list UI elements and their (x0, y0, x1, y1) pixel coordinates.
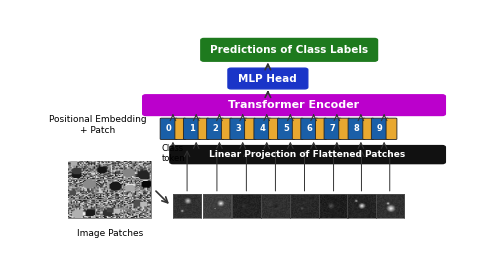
Text: Linear Projection of Flattened Patches: Linear Projection of Flattened Patches (210, 150, 406, 159)
FancyBboxPatch shape (124, 200, 150, 218)
FancyBboxPatch shape (96, 200, 122, 218)
FancyBboxPatch shape (301, 118, 318, 139)
FancyBboxPatch shape (254, 118, 271, 139)
FancyBboxPatch shape (160, 118, 177, 139)
FancyBboxPatch shape (206, 118, 224, 139)
Text: 1: 1 (189, 124, 195, 133)
FancyBboxPatch shape (96, 161, 122, 179)
Text: Image Patches: Image Patches (77, 228, 144, 238)
Text: 3: 3 (236, 124, 242, 133)
Text: 6: 6 (306, 124, 312, 133)
Text: 9: 9 (377, 124, 382, 133)
FancyBboxPatch shape (175, 118, 186, 139)
FancyBboxPatch shape (124, 161, 150, 179)
FancyBboxPatch shape (348, 118, 365, 139)
FancyBboxPatch shape (278, 118, 294, 139)
FancyBboxPatch shape (316, 118, 326, 139)
FancyBboxPatch shape (68, 180, 95, 199)
FancyBboxPatch shape (68, 200, 95, 218)
FancyBboxPatch shape (230, 118, 247, 139)
FancyBboxPatch shape (339, 118, 349, 139)
Text: 5: 5 (283, 124, 289, 133)
FancyBboxPatch shape (124, 180, 150, 199)
FancyBboxPatch shape (244, 118, 256, 139)
FancyBboxPatch shape (170, 146, 445, 164)
Text: Transformer Encoder: Transformer Encoder (228, 100, 360, 110)
Text: 2: 2 (212, 124, 218, 133)
FancyBboxPatch shape (324, 118, 341, 139)
Text: 7: 7 (330, 124, 336, 133)
Text: Class
token: Class token (162, 144, 185, 164)
Text: 8: 8 (354, 124, 360, 133)
FancyBboxPatch shape (363, 118, 374, 139)
FancyBboxPatch shape (372, 118, 388, 139)
FancyBboxPatch shape (386, 118, 397, 139)
Text: MLP Head: MLP Head (238, 73, 297, 84)
Text: Positional Embedding
+ Patch: Positional Embedding + Patch (48, 115, 146, 135)
FancyBboxPatch shape (201, 39, 378, 61)
FancyBboxPatch shape (142, 95, 446, 115)
FancyBboxPatch shape (228, 68, 308, 89)
Text: 4: 4 (260, 124, 266, 133)
FancyBboxPatch shape (268, 118, 280, 139)
FancyBboxPatch shape (184, 118, 200, 139)
FancyBboxPatch shape (96, 180, 122, 199)
Text: 0: 0 (166, 124, 172, 133)
Text: Predictions of Class Labels: Predictions of Class Labels (210, 45, 368, 55)
FancyBboxPatch shape (222, 118, 232, 139)
FancyBboxPatch shape (68, 161, 95, 179)
FancyBboxPatch shape (198, 118, 209, 139)
FancyBboxPatch shape (292, 118, 303, 139)
